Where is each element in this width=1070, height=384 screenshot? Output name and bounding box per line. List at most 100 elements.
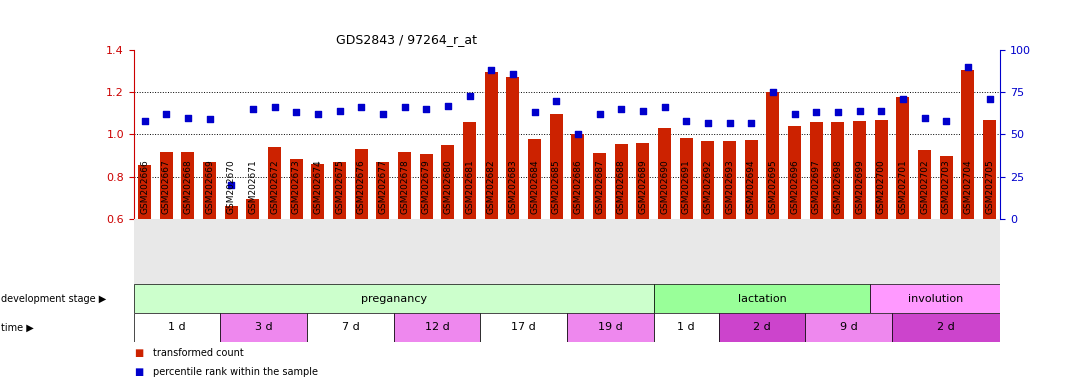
Text: percentile rank within the sample: percentile rank within the sample <box>153 367 318 377</box>
Text: preganancy: preganancy <box>361 293 427 304</box>
Point <box>244 106 261 112</box>
Text: ■: ■ <box>134 348 143 358</box>
Bar <box>789 126 801 346</box>
Bar <box>702 141 715 346</box>
Text: 2 d: 2 d <box>937 322 956 333</box>
Bar <box>269 147 281 346</box>
Bar <box>637 143 649 346</box>
Text: 17 d: 17 d <box>511 322 536 333</box>
Bar <box>290 159 303 346</box>
Point <box>180 114 197 121</box>
Text: transformed count: transformed count <box>153 348 244 358</box>
Bar <box>134 284 654 313</box>
Bar <box>203 162 216 346</box>
Point <box>786 111 804 117</box>
Bar <box>723 141 736 346</box>
Point <box>266 104 284 111</box>
Bar <box>529 139 541 346</box>
Point <box>829 109 846 116</box>
Bar <box>658 128 671 346</box>
Point <box>461 93 478 99</box>
Bar <box>871 284 1000 313</box>
Text: lactation: lactation <box>737 293 786 304</box>
Bar <box>853 121 866 346</box>
Bar <box>745 140 758 346</box>
Point <box>136 118 153 124</box>
Text: 19 d: 19 d <box>598 322 623 333</box>
Bar <box>810 122 823 346</box>
Point <box>569 131 586 137</box>
Bar <box>831 122 844 346</box>
Point <box>483 67 500 73</box>
Bar <box>766 92 779 346</box>
Bar <box>806 313 892 342</box>
Point <box>591 111 608 117</box>
Point <box>916 114 933 121</box>
Point <box>721 119 738 126</box>
Bar <box>182 152 195 346</box>
Bar <box>506 78 519 346</box>
Bar <box>892 313 1000 342</box>
Point <box>981 96 998 102</box>
Text: 1 d: 1 d <box>677 322 696 333</box>
Point <box>808 109 825 116</box>
Bar <box>983 120 996 346</box>
Point <box>700 119 717 126</box>
Bar <box>918 150 931 346</box>
Text: 9 d: 9 d <box>840 322 858 333</box>
Point <box>157 111 174 117</box>
Bar <box>307 313 394 342</box>
Text: 3 d: 3 d <box>255 322 273 333</box>
Text: ■: ■ <box>134 367 143 377</box>
Point <box>677 118 694 124</box>
Point <box>764 89 781 95</box>
Bar <box>311 164 324 346</box>
Bar <box>654 284 871 313</box>
Text: time ▶: time ▶ <box>1 322 34 333</box>
Point <box>309 111 326 117</box>
Bar <box>939 156 952 346</box>
Point <box>396 104 413 111</box>
Bar <box>897 98 910 346</box>
Bar <box>679 137 692 346</box>
Bar <box>875 120 888 346</box>
Point <box>331 108 348 114</box>
Point <box>548 98 565 104</box>
Bar <box>138 165 151 346</box>
Point <box>374 111 392 117</box>
Point <box>851 108 868 114</box>
Point <box>873 108 890 114</box>
Point <box>440 103 457 109</box>
Bar <box>246 199 259 346</box>
Bar <box>615 144 628 346</box>
Bar <box>962 70 975 346</box>
Bar <box>442 145 455 346</box>
Point <box>656 104 673 111</box>
Text: 12 d: 12 d <box>425 322 449 333</box>
Point <box>201 116 218 122</box>
Point <box>417 106 434 112</box>
Point <box>288 109 305 116</box>
Text: GDS2843 / 97264_r_at: GDS2843 / 97264_r_at <box>336 33 477 46</box>
Text: 2 d: 2 d <box>753 322 771 333</box>
Bar <box>654 313 719 342</box>
Point <box>504 71 521 77</box>
Bar <box>134 313 220 342</box>
Text: involution: involution <box>907 293 963 304</box>
Bar <box>355 149 368 346</box>
Bar <box>159 152 172 346</box>
Bar <box>398 152 411 346</box>
Bar <box>567 313 654 342</box>
Point <box>635 108 652 114</box>
Point <box>526 109 544 116</box>
Bar <box>225 206 238 346</box>
Bar <box>333 162 346 346</box>
Bar <box>593 153 606 346</box>
Point <box>937 118 954 124</box>
Bar <box>480 313 567 342</box>
Bar <box>719 313 806 342</box>
Text: development stage ▶: development stage ▶ <box>1 293 106 304</box>
Text: 7 d: 7 d <box>341 322 360 333</box>
Bar <box>550 114 563 346</box>
Bar <box>377 162 389 346</box>
